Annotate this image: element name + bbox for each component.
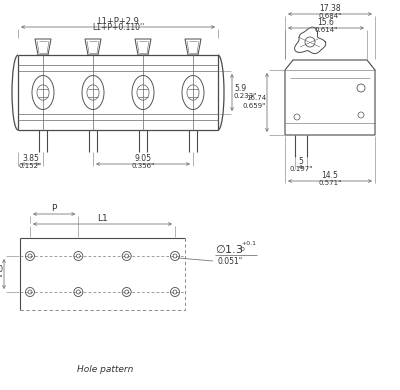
- Text: 0.197": 0.197": [289, 166, 313, 172]
- Text: L1+P+2.9: L1+P+2.9: [97, 17, 139, 26]
- Text: 0: 0: [241, 247, 245, 252]
- Text: $\varnothing$1.3: $\varnothing$1.3: [215, 243, 244, 255]
- Text: Hole pattern: Hole pattern: [77, 365, 133, 374]
- Text: 0.684": 0.684": [318, 13, 342, 19]
- Text: 0.614": 0.614": [314, 27, 338, 33]
- Text: 0.571": 0.571": [318, 180, 342, 186]
- Text: P: P: [52, 204, 57, 213]
- Text: 5.9: 5.9: [234, 84, 246, 93]
- Text: 9.05: 9.05: [134, 154, 152, 163]
- Text: 0.197": 0.197": [0, 275, 3, 281]
- Text: 0.233": 0.233": [234, 92, 257, 99]
- Text: L1: L1: [97, 214, 108, 223]
- Text: 17.38: 17.38: [319, 4, 341, 13]
- Text: 0.659": 0.659": [243, 103, 266, 110]
- Text: 14.5: 14.5: [322, 171, 338, 180]
- Text: L1+P+0.110'': L1+P+0.110'': [92, 23, 144, 32]
- Text: 15.6: 15.6: [318, 18, 334, 27]
- Text: 16.74: 16.74: [246, 96, 266, 101]
- Text: +0.1: +0.1: [241, 241, 256, 246]
- Text: 3.85: 3.85: [22, 154, 39, 163]
- Text: 0.152": 0.152": [19, 163, 42, 169]
- Text: 5.00: 5.00: [0, 266, 3, 275]
- Text: 0.051": 0.051": [218, 257, 243, 266]
- Text: 5: 5: [298, 157, 304, 166]
- Text: 0.356": 0.356": [131, 163, 155, 169]
